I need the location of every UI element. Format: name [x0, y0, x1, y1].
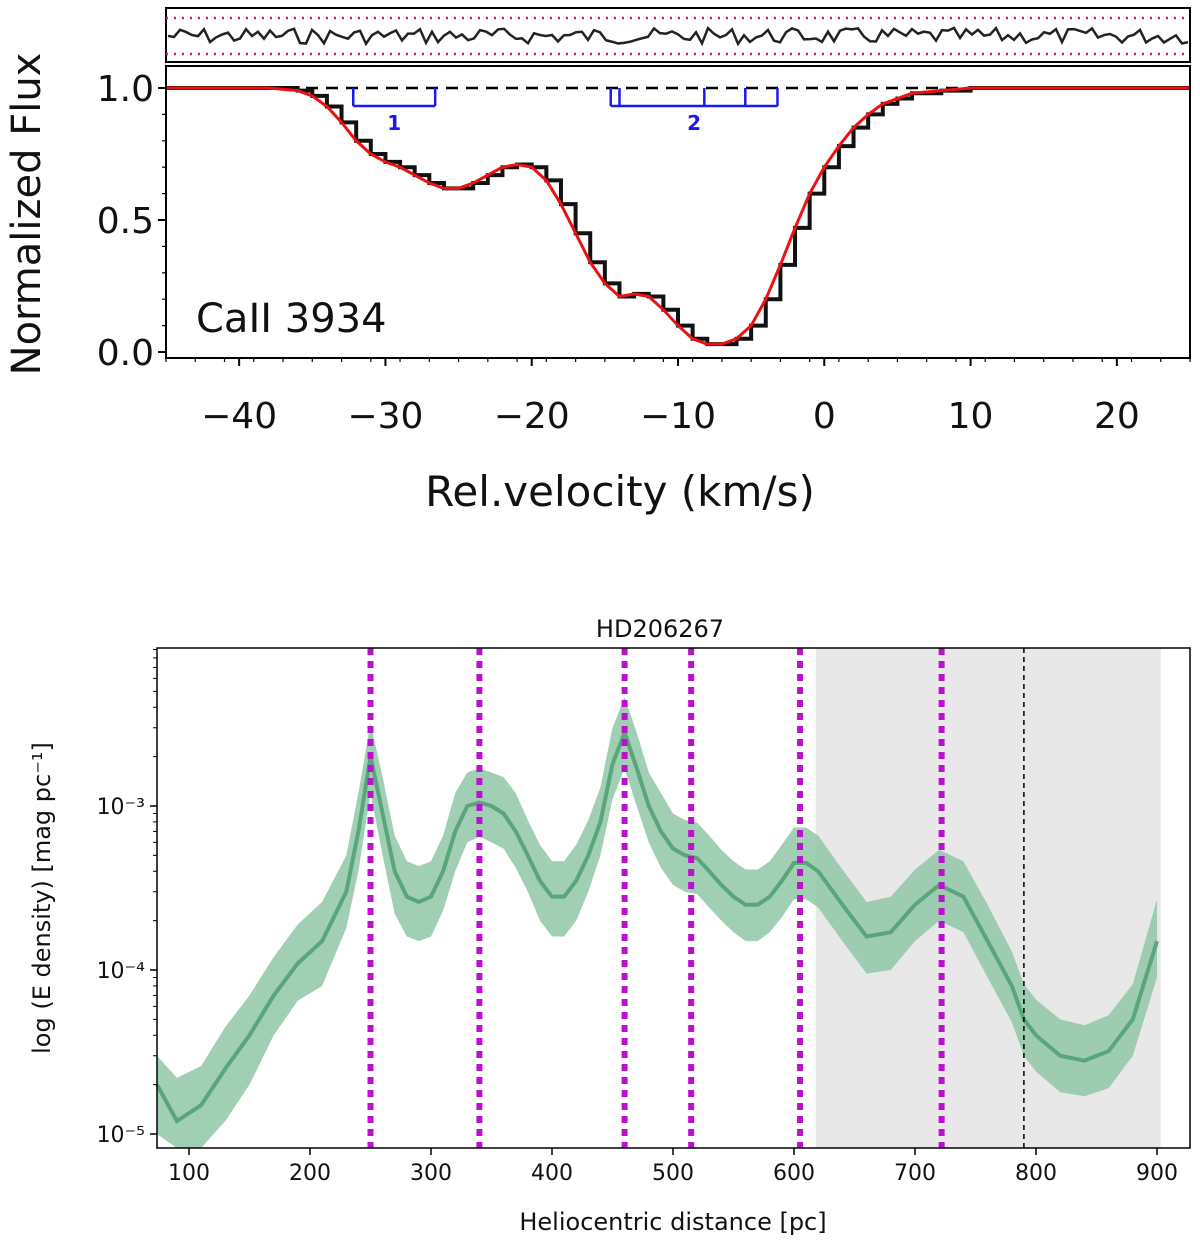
spectrum-y-tick-label: 0.5 [97, 201, 154, 242]
spectrum-x-tick-label: −40 [201, 396, 277, 437]
density-x-axis-label: Heliocentric distance [pc] [519, 1208, 826, 1236]
component-label: 1 [387, 111, 401, 135]
spectrum-x-tick-label: −20 [494, 396, 570, 437]
density-x-tick-label: 300 [410, 1161, 452, 1186]
density-x-tick-labels: 100 200 300 400 500 600 700 800 900 [168, 1161, 1178, 1186]
density-x-tick-label: 700 [894, 1161, 936, 1186]
residual-frame [165, 7, 1191, 63]
spectrum-x-tick-label: 10 [948, 396, 994, 437]
residual-panel [165, 7, 1191, 63]
spectrum-x-axis-label: Rel.velocity (km/s) [425, 467, 815, 516]
spectrum-y-axis-label: Normalized Flux [4, 53, 50, 376]
density-tick-marks [150, 649, 1158, 1155]
density-panel: HD206267 100 200 300 400 500 600 700 800 900 10⁻… [28, 615, 1191, 1236]
spectrum-x-tick-label: −10 [640, 396, 716, 437]
component-label: 2 [687, 111, 701, 135]
line-label: CaII 3934 [196, 296, 387, 342]
residual-line [167, 25, 1189, 47]
spectrum-frame [165, 65, 1191, 359]
density-y-tick-label: 10⁻⁴ [97, 959, 146, 984]
density-x-tick-label: 400 [531, 1161, 573, 1186]
spectrum-y-tick-labels: 0.0 0.5 1.0 [97, 69, 154, 374]
density-x-tick-label: 600 [773, 1161, 815, 1186]
density-title: HD206267 [596, 615, 724, 643]
spectrum-x-tick-label: 0 [813, 396, 836, 437]
spectrum-y-tick-label: 1.0 [97, 69, 154, 110]
uncertainty-band [157, 697, 1157, 1148]
density-x-tick-label: 900 [1136, 1161, 1178, 1186]
cloud-distance-markers [367, 648, 945, 1148]
spectrum-y-tick-label: 0.0 [97, 333, 154, 374]
density-y-tick-label: 10⁻⁵ [97, 1123, 145, 1148]
density-x-tick-label: 100 [168, 1161, 210, 1186]
density-x-tick-label: 500 [652, 1161, 694, 1186]
model-fit-line [166, 86, 1190, 346]
spectrum-x-tick-labels: −40 −30 −20 −10 0 10 20 [201, 396, 1140, 437]
spectrum-x-tick-label: 20 [1094, 396, 1140, 437]
density-y-tick-label: 10⁻³ [97, 795, 145, 820]
density-x-tick-label: 800 [1015, 1161, 1057, 1186]
density-x-tick-label: 200 [289, 1161, 331, 1186]
density-y-axis-label: log (E density) [mag pc⁻¹] [28, 742, 56, 1054]
density-y-tick-labels: 10⁻⁵ 10⁻⁴ 10⁻³ [97, 795, 146, 1148]
spectrum-x-tick-label: −30 [347, 396, 423, 437]
observed-spectrum-line [166, 86, 1190, 347]
